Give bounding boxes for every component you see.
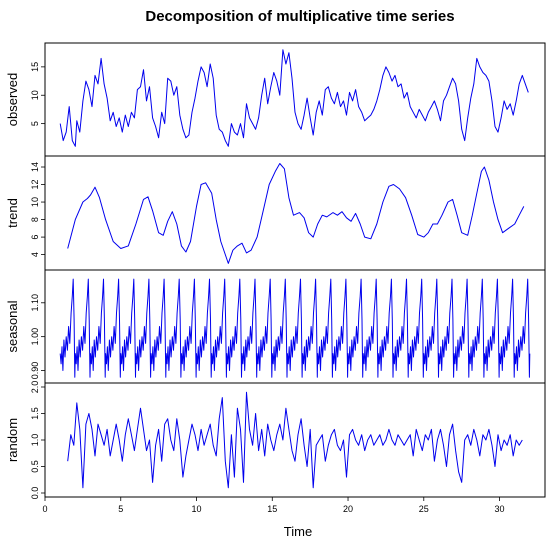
y-tick-label-observed-0: 5 [30, 121, 40, 126]
y-tick-label-trend-4: 12 [30, 180, 40, 190]
panel-trend: 4 6 8 10 12 14 trend [5, 155, 546, 271]
panel-frame-observed [44, 42, 546, 157]
y-tick-label-trend-2: 8 [30, 217, 40, 222]
y-tick-label-seasonal-2: 1.10 [30, 294, 40, 312]
panel-label-trend: trend [5, 198, 20, 228]
x-tick-label-3: 15 [267, 504, 277, 514]
y-tick-label-observed-2: 15 [30, 62, 40, 72]
series-line-seasonal [59, 278, 531, 378]
y-tick-label-seasonal-0: 0.90 [30, 362, 40, 380]
series-line-trend [67, 163, 525, 264]
y-tick-label-trend-0: 4 [30, 252, 40, 257]
x-tick-label-2: 10 [192, 504, 202, 514]
y-tick-label-random-1: 0.5 [30, 460, 40, 473]
x-tick-label-0: 0 [42, 504, 47, 514]
panel-label-random: random [5, 418, 20, 462]
y-tick-label-observed-1: 10 [30, 90, 40, 100]
panel-frame-random [44, 382, 546, 498]
x-tick-label-4: 20 [343, 504, 353, 514]
panel-random: 0.0 0.5 1.0 1.5 2.0 random [5, 381, 546, 500]
y-tick-label-trend-1: 6 [30, 235, 40, 240]
panel-label-observed: observed [5, 73, 20, 126]
x-tick-label-6: 30 [495, 504, 505, 514]
x-axis: 0 5 10 15 20 25 30 [42, 497, 505, 514]
series-line-observed [59, 49, 529, 147]
x-axis-label: Time [284, 524, 312, 539]
y-tick-label-random-4: 2.0 [30, 381, 40, 394]
y-tick-label-trend-3: 10 [30, 197, 40, 207]
y-tick-label-random-2: 1.0 [30, 434, 40, 447]
chart-title: Decomposition of multiplicative time ser… [145, 8, 454, 25]
panel-observed: 5 10 15 observed [5, 42, 546, 157]
panel-frame-trend [44, 155, 546, 271]
panels-group: 5 10 15 observed 4 6 8 10 12 14 trend 0.90 1.00 1.10 s… [5, 42, 546, 500]
panel-label-seasonal: seasonal [5, 300, 20, 352]
series-line-random [67, 391, 523, 489]
panel-seasonal: 0.90 1.00 1.10 seasonal [5, 269, 546, 384]
y-tick-label-seasonal-1: 1.00 [30, 328, 40, 346]
y-tick-label-random-0: 0.0 [30, 487, 40, 500]
y-tick-label-trend-5: 14 [30, 162, 40, 172]
x-tick-label-1: 5 [118, 504, 123, 514]
x-tick-label-5: 25 [419, 504, 429, 514]
y-tick-label-random-3: 1.5 [30, 407, 40, 420]
